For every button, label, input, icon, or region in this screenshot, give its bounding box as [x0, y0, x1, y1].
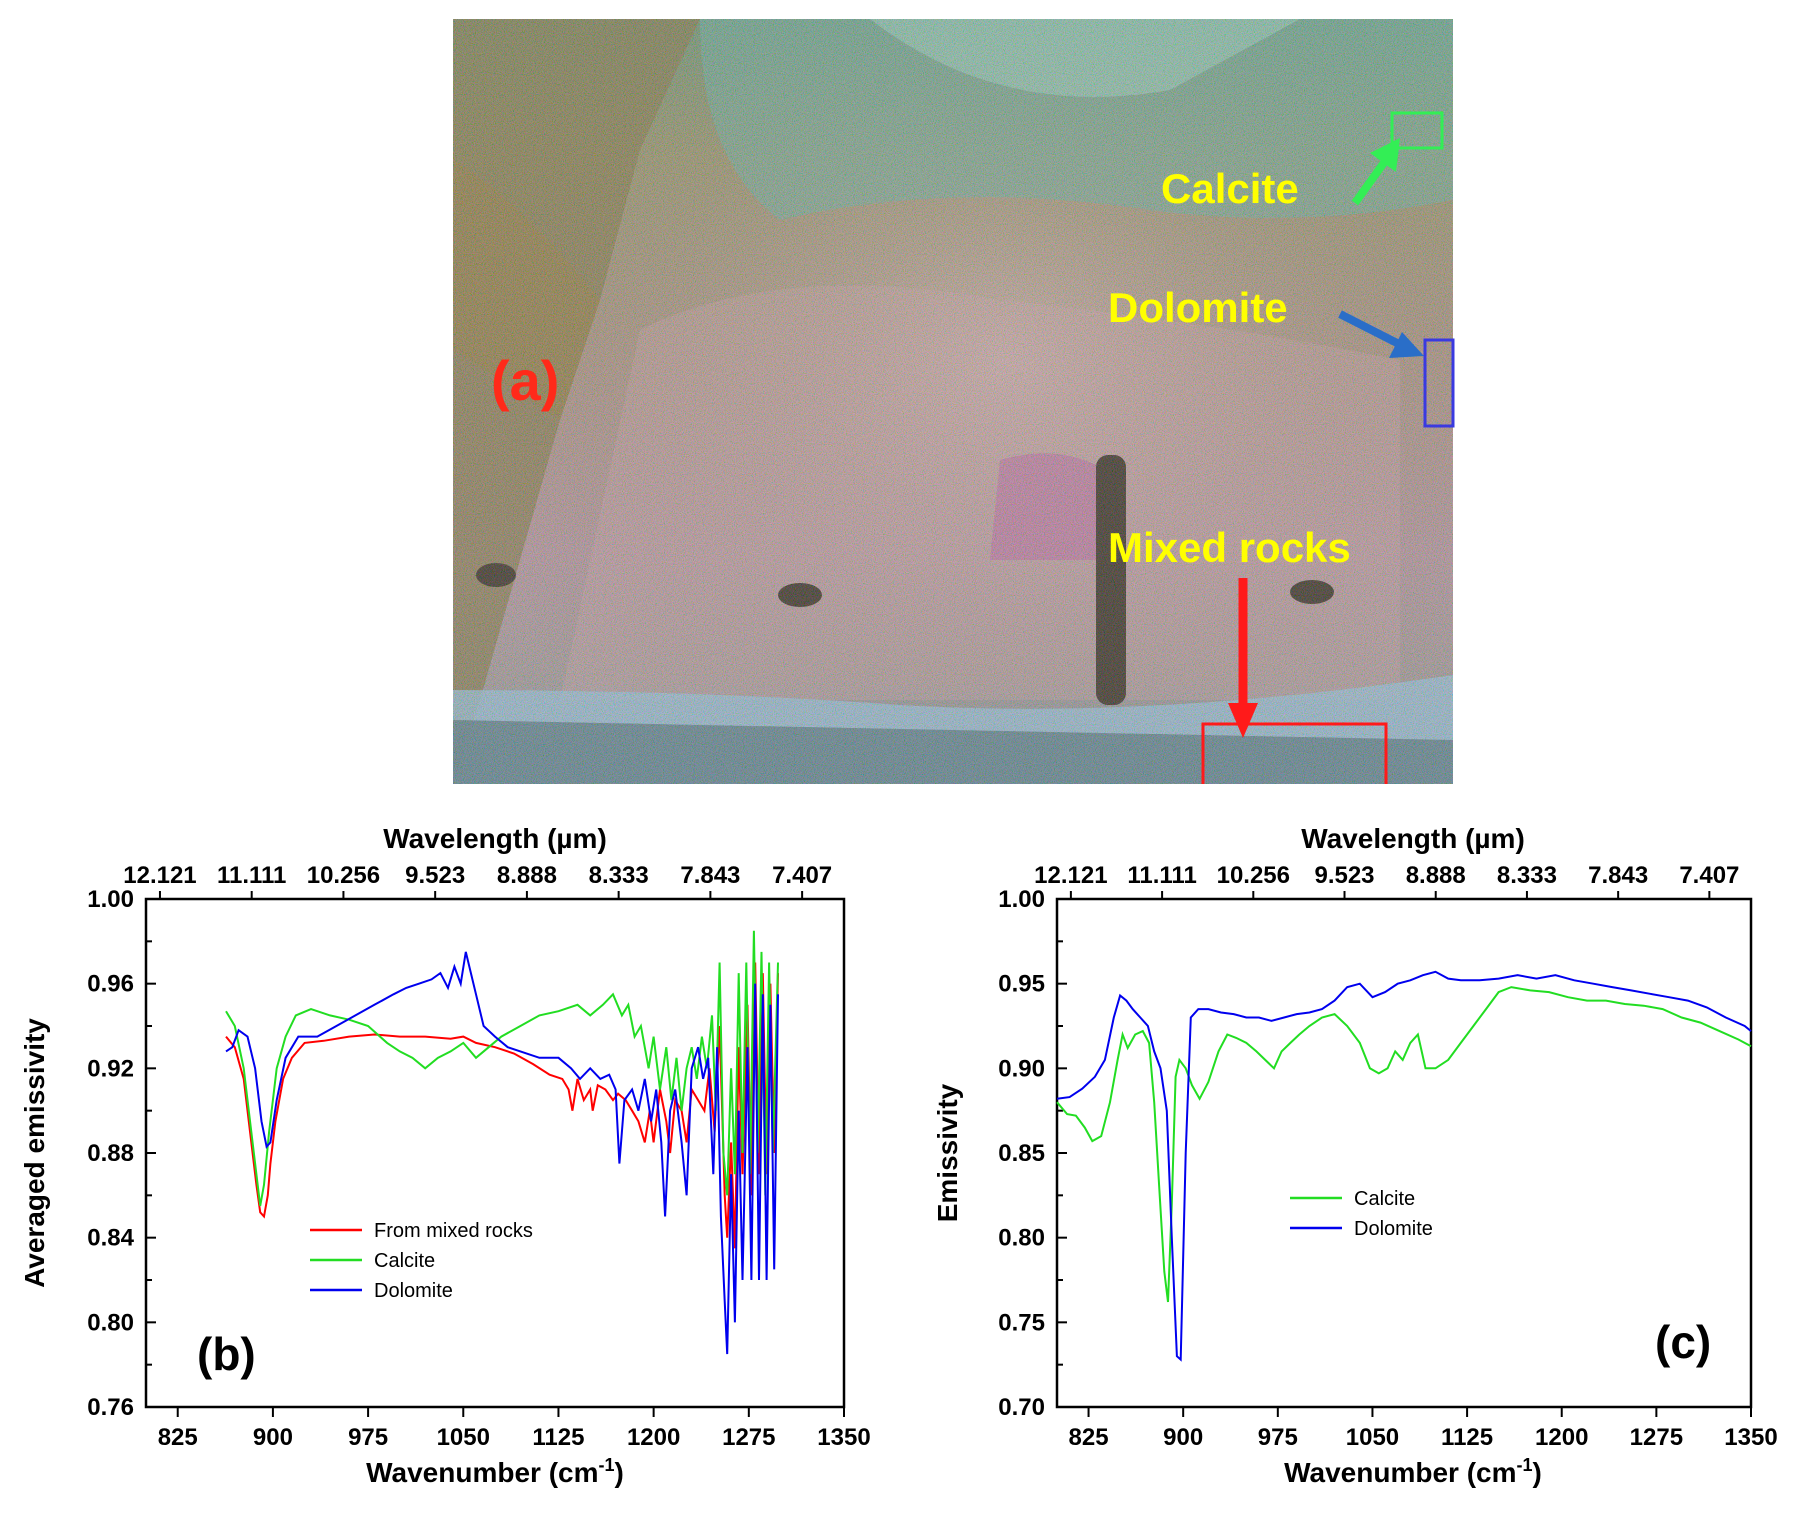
y-tick-label: 0.80	[87, 1309, 134, 1336]
calcite-region-box	[1390, 111, 1444, 150]
chart-c-series	[1056, 970, 1752, 1362]
chart-c-top-tick-labels: 12.121 11.111 10.256 9.523 8.888 8.333 7.843 7.…	[1034, 862, 1739, 889]
chart-b-x-label: Wavenumber (cm-1)	[366, 1455, 624, 1488]
legend-label: Dolomite	[374, 1280, 453, 1302]
dolomite-region-box	[1423, 338, 1455, 428]
dolomite-label: Dolomite	[1108, 284, 1288, 331]
chart-c-x2-label: Wavelength (µm)	[1301, 823, 1525, 854]
mixed-rocks-arrow	[1228, 578, 1258, 738]
x-tick-label: 1050	[1346, 1424, 1399, 1451]
chart-c-y-tick-labels: 0.70 0.75 0.80 0.85 0.90 0.95 1.00	[998, 886, 1045, 1421]
x-tick-label: 1350	[817, 1424, 870, 1451]
mixed-rocks-region-box	[1201, 722, 1388, 784]
y-tick-label: 0.76	[87, 1394, 134, 1421]
chart-b: 825 900 975 1050 1125 1200 1275 1350 12.121 11.1…	[19, 823, 871, 1488]
top-tick-label: 9.523	[405, 862, 465, 889]
y-tick-label: 0.70	[998, 1394, 1045, 1421]
chart-c-ticks	[1057, 891, 1752, 1417]
y-tick-label: 0.88	[87, 1140, 134, 1167]
x-tick-label: 1275	[722, 1424, 775, 1451]
series-line-calcite	[225, 930, 779, 1207]
x-tick-label: 975	[1258, 1424, 1298, 1451]
y-tick-label: 0.92	[87, 1055, 134, 1082]
x-tick-label: 1125	[532, 1424, 584, 1451]
top-tick-label: 7.407	[1679, 862, 1739, 889]
chart-b-x-tick-labels: 825 900 975 1050 1125 1200 1275 1350	[158, 1424, 871, 1451]
x-tick-label: 1200	[627, 1424, 680, 1451]
calcite-label: Calcite	[1161, 165, 1299, 212]
chart-c: 825 900 975 1050 1125 1200 1275 1350 12.121 11.1…	[932, 823, 1778, 1488]
y-tick-label: 0.84	[87, 1225, 134, 1252]
y-tick-label: 0.95	[998, 971, 1045, 998]
top-tick-label: 9.523	[1314, 862, 1374, 889]
top-tick-label: 11.111	[217, 862, 286, 889]
chart-b-y-label: Averaged emissivity	[19, 1018, 50, 1288]
x-tick-label: 1125	[1441, 1424, 1493, 1451]
x-tick-label: 900	[253, 1424, 293, 1451]
chart-b-series	[225, 930, 779, 1355]
x-tick-label: 900	[1163, 1424, 1203, 1451]
series-line-from-mixed-rocks	[225, 962, 779, 1249]
chart-c-legend: Calcite Dolomite	[1290, 1188, 1433, 1240]
y-tick-label: 1.00	[87, 886, 134, 913]
x-tick-label: 1350	[1724, 1424, 1777, 1451]
legend-label: Calcite	[374, 1250, 435, 1272]
chart-b-x2-label: Wavelength (µm)	[383, 823, 607, 854]
dolomite-arrow	[1338, 310, 1424, 358]
rock-face-photo: Calcite Dolomite Mixed rocks (a)	[453, 19, 1455, 784]
x-tick-label: 1050	[437, 1424, 490, 1451]
top-tick-label: 8.333	[1497, 862, 1557, 889]
calcite-arrow	[1351, 138, 1400, 206]
x-tick-label: 1200	[1535, 1424, 1588, 1451]
top-tick-label: 12.121	[1034, 862, 1107, 889]
top-tick-label: 7.843	[680, 862, 740, 889]
chart-b-y-tick-labels: 0.76 0.80 0.84 0.88 0.92 0.96 1.00	[87, 886, 134, 1421]
y-tick-label: 0.80	[998, 1225, 1045, 1252]
top-tick-label: 10.256	[307, 862, 380, 889]
series-line-dolomite	[225, 951, 779, 1355]
series-line-dolomite	[1056, 970, 1752, 1362]
panel-c-label: (c)	[1655, 1316, 1711, 1368]
top-tick-label: 12.121	[123, 862, 196, 889]
y-tick-label: 0.75	[998, 1309, 1045, 1336]
x-tick-label: 1275	[1630, 1424, 1683, 1451]
chart-c-x-label: Wavenumber (cm-1)	[1284, 1455, 1542, 1488]
legend-label: Dolomite	[1354, 1218, 1433, 1240]
top-tick-label: 11.111	[1127, 862, 1196, 889]
y-tick-label: 0.96	[87, 971, 134, 998]
top-tick-label: 8.888	[497, 862, 557, 889]
y-tick-label: 0.85	[998, 1140, 1045, 1167]
y-tick-label: 1.00	[998, 886, 1045, 913]
panel-a-label: (a)	[491, 349, 559, 412]
top-tick-label: 7.407	[772, 862, 832, 889]
mixed-rocks-label: Mixed rocks	[1108, 524, 1351, 571]
chart-c-y-label: Emissivity	[932, 1083, 963, 1222]
chart-c-plot-area	[1055, 897, 1753, 1409]
y-tick-label: 0.90	[998, 1055, 1045, 1082]
x-tick-label: 825	[158, 1424, 198, 1451]
top-tick-label: 8.333	[589, 862, 649, 889]
x-tick-label: 825	[1069, 1424, 1109, 1451]
x-tick-label: 975	[348, 1424, 388, 1451]
panel-b-label: (b)	[197, 1328, 256, 1380]
chart-c-x-tick-labels: 825 900 975 1050 1125 1200 1275 1350	[1069, 1424, 1778, 1451]
chart-b-top-tick-labels: 12.121 11.111 10.256 9.523 8.888 8.333 7.843 7.…	[123, 862, 832, 889]
chart-b-legend: From mixed rocks Calcite Dolomite	[310, 1220, 533, 1302]
top-tick-label: 7.843	[1588, 862, 1648, 889]
chart-b-ticks	[146, 891, 845, 1417]
top-tick-label: 10.256	[1217, 862, 1290, 889]
top-tick-label: 8.888	[1406, 862, 1466, 889]
legend-label: Calcite	[1354, 1188, 1415, 1210]
series-line-calcite	[1056, 986, 1752, 1303]
legend-label: From mixed rocks	[374, 1220, 533, 1242]
